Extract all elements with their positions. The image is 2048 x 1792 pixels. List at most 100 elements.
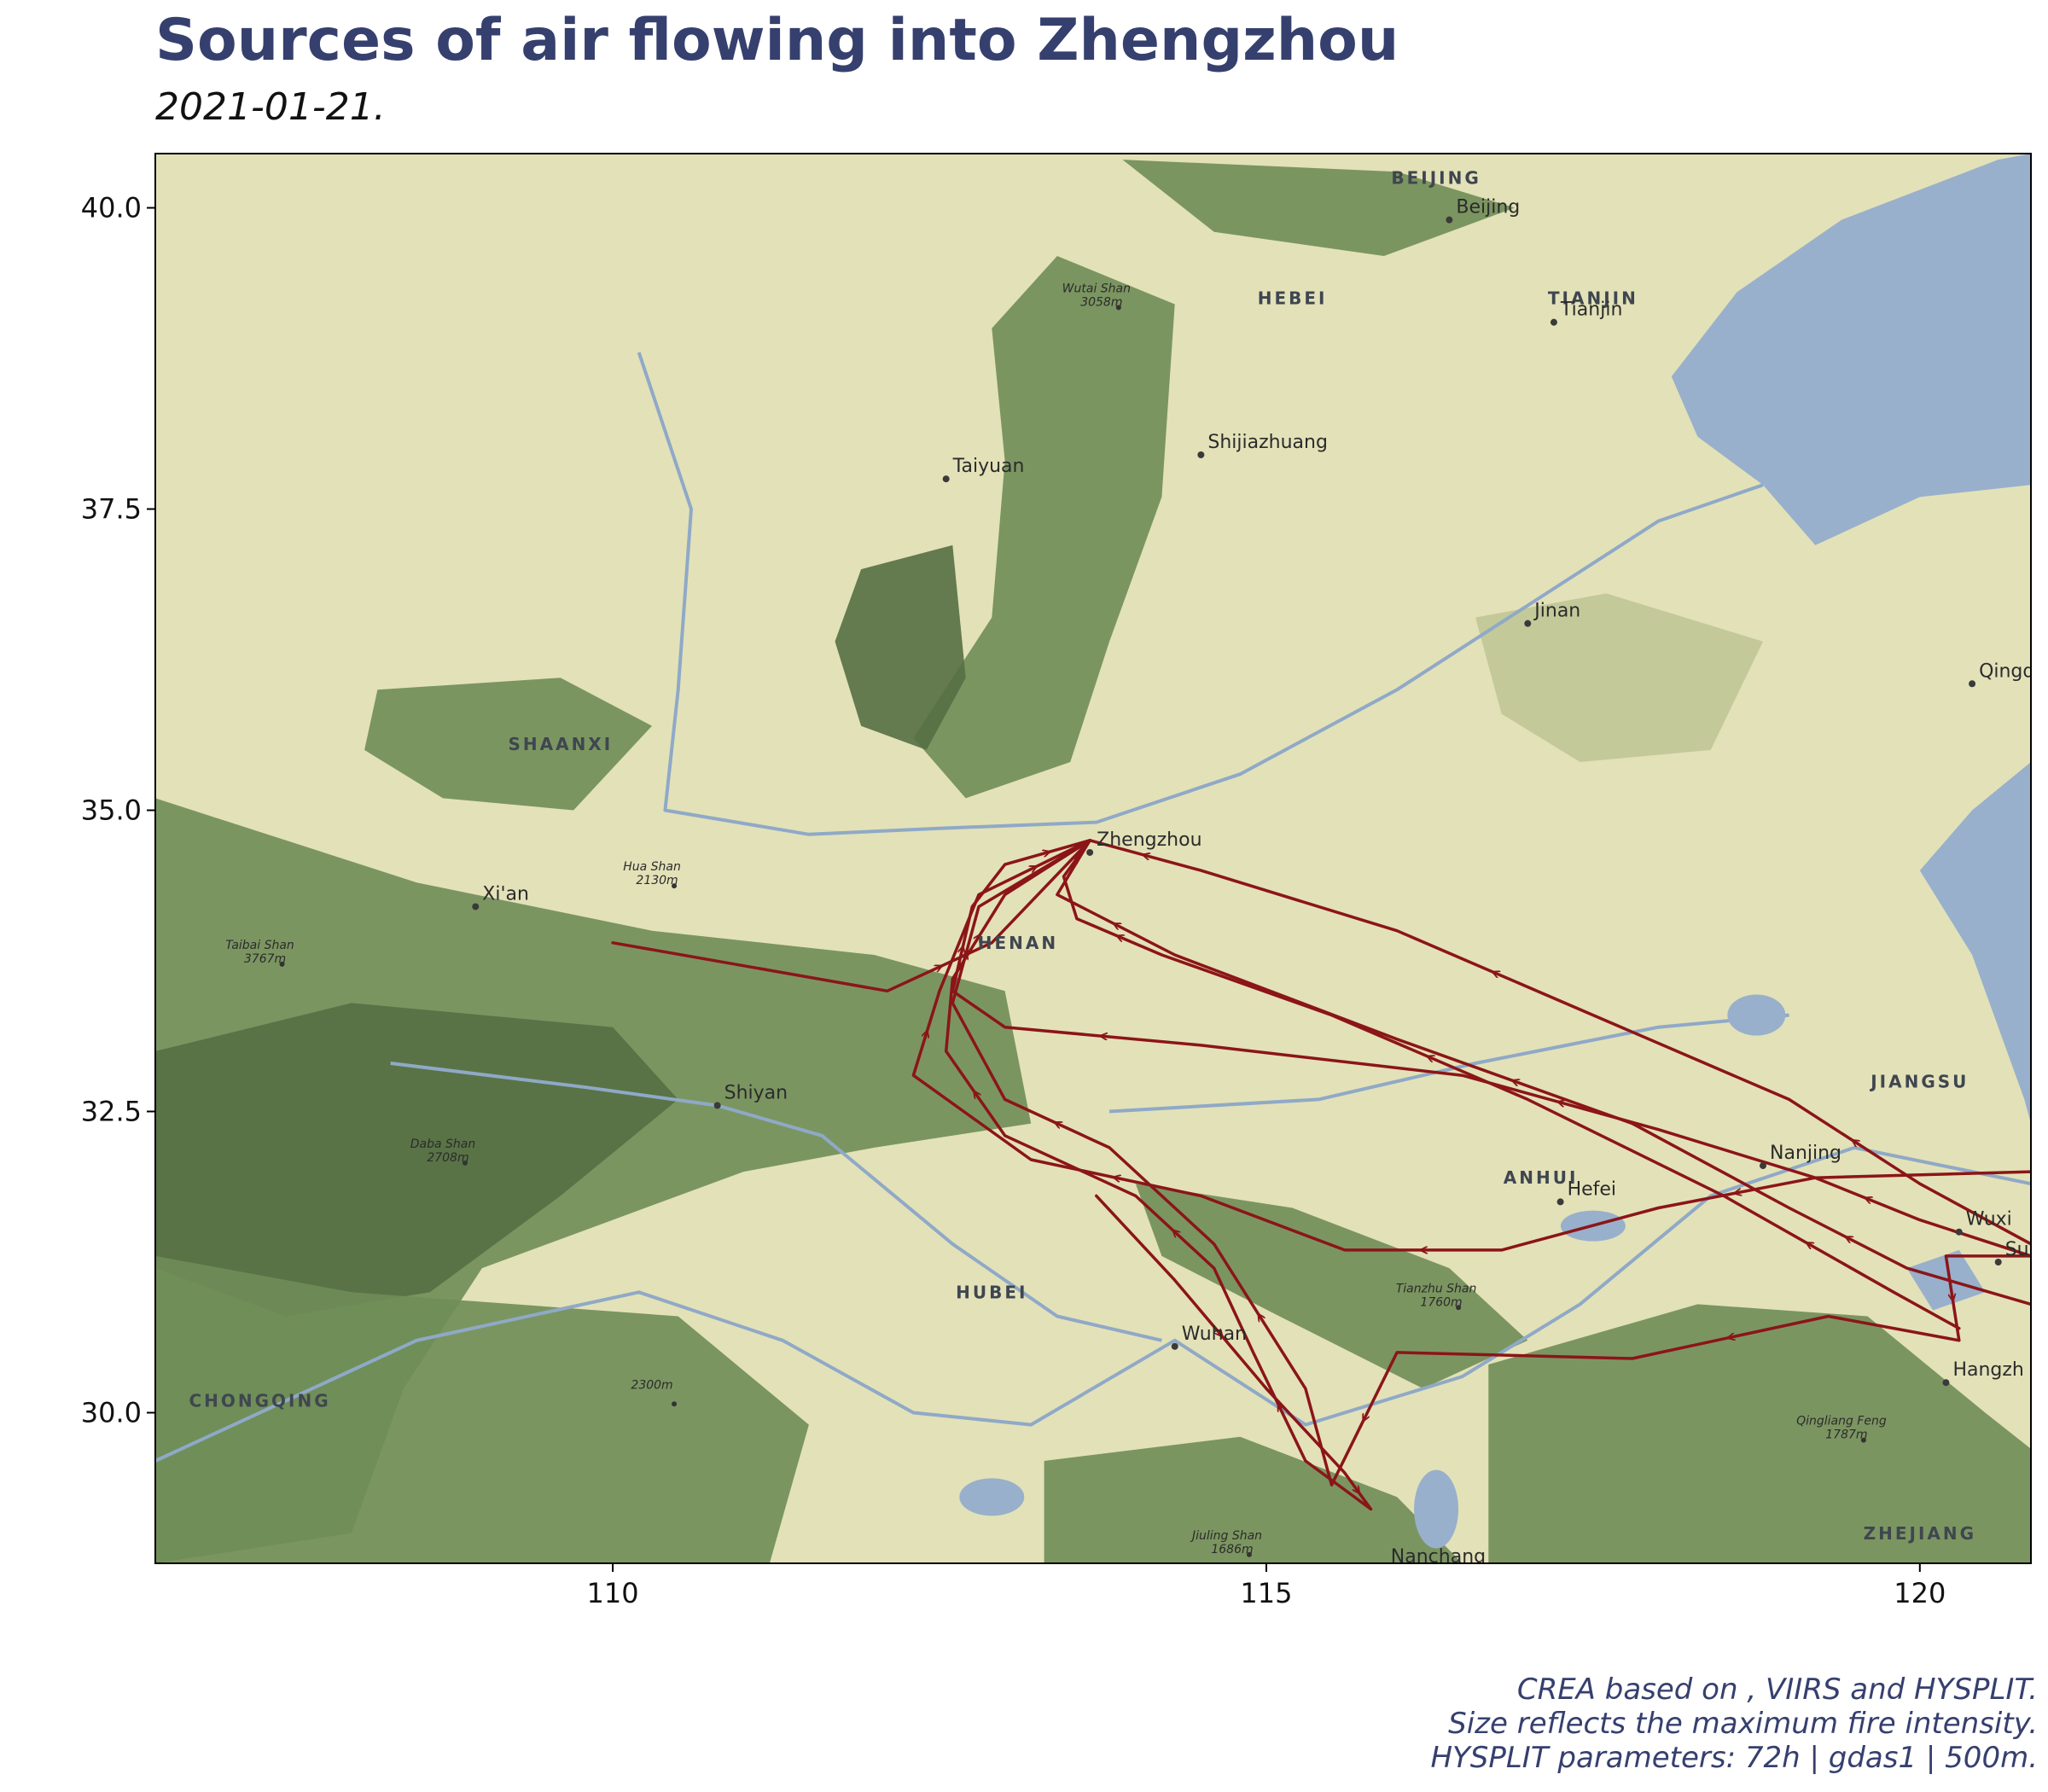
- trajectory-3: [1088, 839, 2031, 1246]
- peak-marker: [462, 1160, 468, 1166]
- x-tick-label: 110: [587, 1577, 639, 1609]
- peak-marker: [1115, 305, 1121, 311]
- city-marker: [1942, 1379, 1950, 1387]
- city-marker: [1086, 848, 1094, 856]
- trajectory-line: [911, 839, 2031, 1252]
- city-marker: [942, 475, 950, 483]
- caption-line-parameters: HYSPLIT parameters: 72h | gdas1 | 500m.: [1430, 1741, 2038, 1775]
- y-axis: 30.0 32.5 35.0 37.5 40.0: [81, 192, 155, 1429]
- peak-label: Qingliang Feng 1787m: [1796, 1415, 1887, 1442]
- peak-label: Hua Shan 2130m: [623, 860, 681, 887]
- city-label: Taiyuan: [952, 456, 1025, 477]
- region-label: TIANJIN: [1548, 288, 1638, 308]
- trajectory-6: [911, 839, 2031, 1252]
- trajectory-layer: [611, 839, 2031, 1511]
- city-label: Zhengzhou: [1097, 829, 1201, 851]
- trajectory-line: [951, 839, 2031, 1487]
- city-marker: [1381, 1566, 1388, 1573]
- city-label: Qingd: [1979, 660, 2034, 682]
- peak-label: Taibai Shan 3767m: [225, 939, 294, 966]
- city-label: Nanchang: [1391, 1546, 1486, 1568]
- trajectory-8: [951, 839, 2031, 1487]
- yellow-river: [637, 352, 1764, 836]
- city-label: Tianjin: [1560, 300, 1622, 321]
- trajectory-5: [944, 839, 1373, 1511]
- city-label: Beijing: [1456, 197, 1520, 218]
- peak-label: 2300m: [631, 1378, 672, 1392]
- y-tick-label: 30.0: [81, 1397, 142, 1429]
- city-label: Shijiazhuang: [1207, 432, 1328, 453]
- city-marker: [1171, 1342, 1178, 1350]
- peak-marker: [1247, 1551, 1252, 1557]
- peak-marker: [672, 1401, 678, 1407]
- region-label: SHAANXI: [508, 734, 613, 754]
- peak-marker: [1456, 1305, 1462, 1311]
- southwest-hills: [155, 1255, 809, 1563]
- caption-line-size: Size reflects the maximum fire intensity…: [1448, 1707, 2038, 1741]
- region-label: ANHUI: [1504, 1167, 1579, 1188]
- map-plot-area: BEIJING HEBEI TIANJIN SHAANXI HENAN JIANGSU AN…: [155, 154, 2034, 1573]
- region-label: HUBEI: [956, 1282, 1027, 1302]
- city-marker: [1955, 1228, 1963, 1236]
- city-marker: [1550, 318, 1557, 326]
- region-label: HEBEI: [1258, 288, 1328, 308]
- y-tick-label: 32.5: [81, 1096, 142, 1128]
- trajectory-7: [611, 839, 1091, 993]
- city-label: Hangzh: [1952, 1359, 2023, 1381]
- city-marker: [1969, 680, 1976, 688]
- city-label: Jinan: [1533, 601, 1580, 622]
- yellow-sea: [1919, 762, 2031, 1124]
- hongze-lake: [1727, 994, 1786, 1036]
- beijing-hills: [1122, 160, 1515, 256]
- han-river: [390, 1062, 1162, 1342]
- city-label: Xi'an: [482, 883, 529, 905]
- peak-label: Wutai Shan 3058m: [1062, 282, 1131, 309]
- city-label: Su: [2005, 1239, 2029, 1260]
- peak-label: Tianzhu Shan 1760m: [1396, 1282, 1477, 1309]
- dongting-lake: [959, 1478, 1025, 1516]
- city-label: Wuhan: [1182, 1324, 1247, 1345]
- peak-label: Daba Shan 2708m: [410, 1137, 476, 1165]
- trajectory-line: [1088, 839, 2031, 1246]
- caption: CREA based on , VIIRS and HYSPLIT. Size …: [1430, 1673, 2038, 1775]
- region-label: JIANGSU: [1869, 1071, 1969, 1091]
- page-title: Sources of air flowing into Zhengzhou: [155, 7, 1399, 74]
- southeast-hills: [1488, 1304, 2031, 1563]
- x-tick-label: 115: [1240, 1577, 1292, 1609]
- region-label: BEIJING: [1391, 167, 1481, 188]
- y-tick-label: 40.0: [81, 192, 142, 224]
- huai-river: [1108, 1013, 1789, 1114]
- shaanxi-plateau: [364, 678, 652, 811]
- x-tick-label: 120: [1894, 1577, 1946, 1609]
- trajectory-4: [1056, 839, 2031, 1306]
- caption-line-source: CREA based on , VIIRS and HYSPLIT.: [1516, 1673, 2038, 1707]
- taihang-range: [913, 256, 1175, 799]
- region-label: ZHEJIANG: [1864, 1523, 1976, 1544]
- bohai-sea: [1671, 154, 2031, 545]
- city-label: Shiyan: [724, 1082, 788, 1103]
- x-axis: 110 115 120: [587, 1563, 1946, 1609]
- poyang-lake: [1414, 1469, 1459, 1549]
- peak-marker: [1860, 1437, 1866, 1443]
- yangtze-river: [155, 1145, 2031, 1463]
- city-label: Wuxi: [1966, 1209, 2012, 1231]
- peak-label: Jiuling Shan 1686m: [1190, 1529, 1262, 1556]
- city-marker: [1760, 1162, 1766, 1170]
- map-labels: BEIJING HEBEI TIANJIN SHAANXI HENAN JIANGSU AN…: [189, 167, 2034, 1573]
- y-tick-label: 35.0: [81, 794, 142, 827]
- y-tick-label: 37.5: [81, 493, 142, 526]
- dabie-range: [1135, 1184, 1528, 1389]
- region-label: CHONGQING: [189, 1390, 330, 1411]
- city-marker: [1994, 1259, 2002, 1266]
- city-label: Hefei: [1568, 1178, 1616, 1200]
- city-marker: [1446, 216, 1453, 224]
- city-marker: [1556, 1198, 1564, 1206]
- city-marker: [713, 1102, 721, 1109]
- peak-marker: [279, 961, 285, 967]
- city-label: Nanjing: [1770, 1143, 1841, 1164]
- shanxi-ridges: [835, 544, 966, 750]
- region-label: HENAN: [978, 933, 1058, 953]
- plot-frame: [154, 153, 2032, 1564]
- city-marker: [1197, 451, 1205, 458]
